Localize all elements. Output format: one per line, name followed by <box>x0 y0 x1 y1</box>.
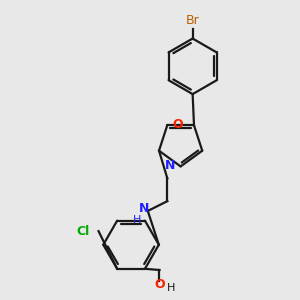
Text: Cl: Cl <box>76 225 90 238</box>
Text: O: O <box>172 118 183 131</box>
Text: O: O <box>155 278 165 291</box>
Text: H: H <box>167 283 175 293</box>
Text: N: N <box>139 202 149 215</box>
Text: N: N <box>165 159 175 172</box>
Text: H: H <box>133 215 141 225</box>
Text: Br: Br <box>186 14 200 28</box>
